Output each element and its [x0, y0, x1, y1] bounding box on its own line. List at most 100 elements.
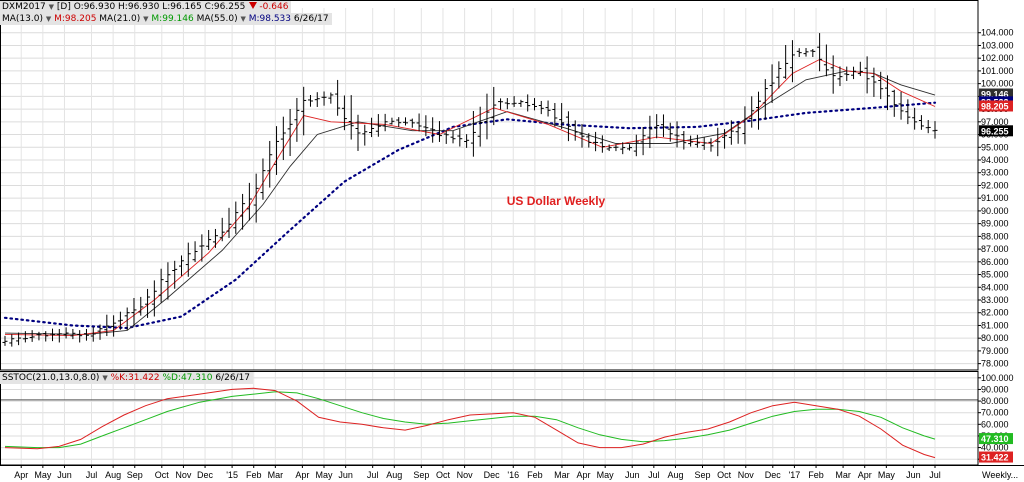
- ma13-dropdown-icon[interactable]: ▼: [45, 15, 52, 23]
- time-tick-label: Feb: [246, 470, 262, 480]
- oscillator-axis: 100.00090.00080.00070.00060.00050.00040.…: [978, 373, 1014, 464]
- ma55-path: [3, 101, 937, 330]
- time-tick-label: '15: [226, 470, 238, 480]
- time-tick-label: Mar: [268, 470, 284, 480]
- time-tick-label: Feb: [527, 470, 543, 480]
- ma21-dropdown-icon[interactable]: ▼: [143, 15, 149, 23]
- time-tick-label: Aug: [667, 470, 683, 480]
- oscillator-tick-label: 80.000: [981, 396, 1009, 406]
- oscillator-tick-label: 60.000: [981, 419, 1009, 429]
- price-tick-label: 83.000: [981, 295, 1009, 305]
- price-last-value-text: 96.255: [981, 126, 1009, 136]
- price-tick-label: 84.000: [981, 282, 1009, 292]
- time-tick-label: Jul: [648, 470, 660, 480]
- panel-frames: [0, 0, 1024, 466]
- oscillator-date: 6/26/17: [215, 373, 251, 383]
- price-tick-label: 100.000: [981, 79, 1014, 89]
- time-tick-label: Oct: [155, 470, 170, 480]
- price-tick-label: 86.000: [981, 257, 1009, 267]
- price-tick-label: 91.000: [981, 193, 1009, 203]
- price-tick-label: 81.000: [981, 320, 1009, 330]
- down-triangle-icon: [249, 2, 258, 9]
- time-tick-label: May: [316, 470, 334, 480]
- time-tick-label: Mar: [554, 470, 570, 480]
- period-label: [D]: [56, 2, 71, 12]
- price-header: DXM2017 ▼ [D] O:96.930 H:96.930 L:96.165…: [0, 1, 292, 13]
- price-last-value-box: [979, 125, 1013, 137]
- time-tick-label: May: [34, 470, 52, 480]
- price-tick-label: 101.000: [981, 66, 1014, 76]
- price-tick-label: 93.000: [981, 168, 1009, 178]
- oscillator-tick-label: 70.000: [981, 408, 1009, 418]
- time-tick-label: Nov: [738, 470, 755, 480]
- sstoc-dropdown-icon[interactable]: ▼: [102, 374, 108, 382]
- price-tick-label: 103.000: [981, 40, 1014, 50]
- time-tick-label: Nov: [457, 470, 474, 480]
- price-tick-label: 82.000: [981, 308, 1009, 318]
- price-tick-label: 78.000: [981, 359, 1009, 369]
- ma13-path: [4, 59, 936, 337]
- price-last-value-text: 99.146: [981, 90, 1009, 100]
- oscillator-tick-label: 40.000: [981, 443, 1009, 453]
- ma21-path: [4, 70, 936, 335]
- price-tick-label: 87.000: [981, 244, 1009, 254]
- price-axis: 104.000103.000102.000101.000100.00099.00…: [978, 28, 1014, 369]
- symbol-label: DXM2017: [2, 2, 46, 12]
- time-tick-label: May: [597, 470, 615, 480]
- symbol-dropdown-icon[interactable]: ▼: [48, 3, 55, 11]
- time-tick-label: Jul: [367, 470, 379, 480]
- k-value: %K:31.422: [110, 373, 160, 383]
- oscillator-header: SSTOC(21.0,13.0,8.0) ▼ %K:31.422 %D:47.3…: [0, 372, 254, 384]
- time-axis: Apr May Jun Jul Aug Sep Oct Nov Dec '15 Feb Mar Apr M…: [14, 465, 1018, 480]
- oscillator-last-value-box: [979, 433, 1013, 445]
- ohlc-readout: O:96.930 H:96.930 L:96.165 C:96.255: [73, 2, 246, 12]
- price-tick-label: 94.000: [981, 155, 1009, 165]
- time-tick-label: Jun: [338, 470, 353, 480]
- time-tick-label: Mar: [835, 470, 851, 480]
- price-tick-label: 95.000: [981, 142, 1009, 152]
- sstoc-label: SSTOC(21.0,13.0,8.0): [2, 373, 100, 383]
- time-tick-label: Aug: [105, 470, 121, 480]
- time-tick-label: Dec: [765, 470, 782, 480]
- price-tick-label: 97.000: [981, 117, 1009, 127]
- time-tick-label: Jul: [929, 470, 941, 480]
- oscillator-lines: [4, 387, 936, 459]
- price-tick-label: 90.000: [981, 206, 1009, 216]
- ma55-line: [3, 101, 937, 330]
- time-tick-label: Apr: [14, 470, 28, 480]
- time-tick-label: '16: [507, 470, 519, 480]
- oscillator-tick-label: 100.000: [981, 373, 1014, 383]
- ma55-value: M:98.533: [248, 14, 292, 24]
- price-last-value-box: [979, 100, 1013, 112]
- ma-header: MA(13.0) ▼ M:98.205 MA(21.0) ▼ M:99.146 …: [0, 13, 332, 25]
- price-tick-label: 85.000: [981, 270, 1009, 280]
- price-tick-label: 92.000: [981, 180, 1009, 190]
- oscillator-last-value-text: 31.422: [981, 453, 1009, 463]
- time-scale-label: Weekly...: [982, 470, 1018, 480]
- price-tick-label: 88.000: [981, 231, 1009, 241]
- price-tick-label: 80.000: [981, 333, 1009, 343]
- oscillator-last-value-text: 47.310: [981, 434, 1009, 444]
- time-tick-label: Dec: [484, 470, 501, 480]
- ma21-value: M:99.146: [151, 14, 194, 24]
- price-grid: [0, 8, 978, 370]
- sstoc-d-line: [4, 391, 936, 449]
- price-tick-label: 89.000: [981, 219, 1009, 229]
- ma13-line: [4, 59, 936, 337]
- ma13-value: M:98.205: [54, 14, 97, 24]
- time-tick-label: Dec: [197, 470, 214, 480]
- time-tick-label: '17: [789, 470, 801, 480]
- time-tick-label: Jun: [625, 470, 640, 480]
- time-tick-label: Sep: [694, 470, 710, 480]
- time-tick-label: Aug: [386, 470, 402, 480]
- ma-date: 6/26/17: [293, 14, 329, 24]
- d-value: %D:47.310: [162, 373, 213, 383]
- sstoc-k-line: [4, 387, 936, 459]
- price-last-value-text: 98.205: [981, 101, 1009, 111]
- time-tick-label: Oct: [436, 470, 451, 480]
- ma55-dropdown-icon[interactable]: ▼: [240, 15, 246, 23]
- time-tick-label: Apr: [577, 470, 591, 480]
- time-tick-label: Apr: [858, 470, 872, 480]
- price-tick-label: 79.000: [981, 346, 1009, 356]
